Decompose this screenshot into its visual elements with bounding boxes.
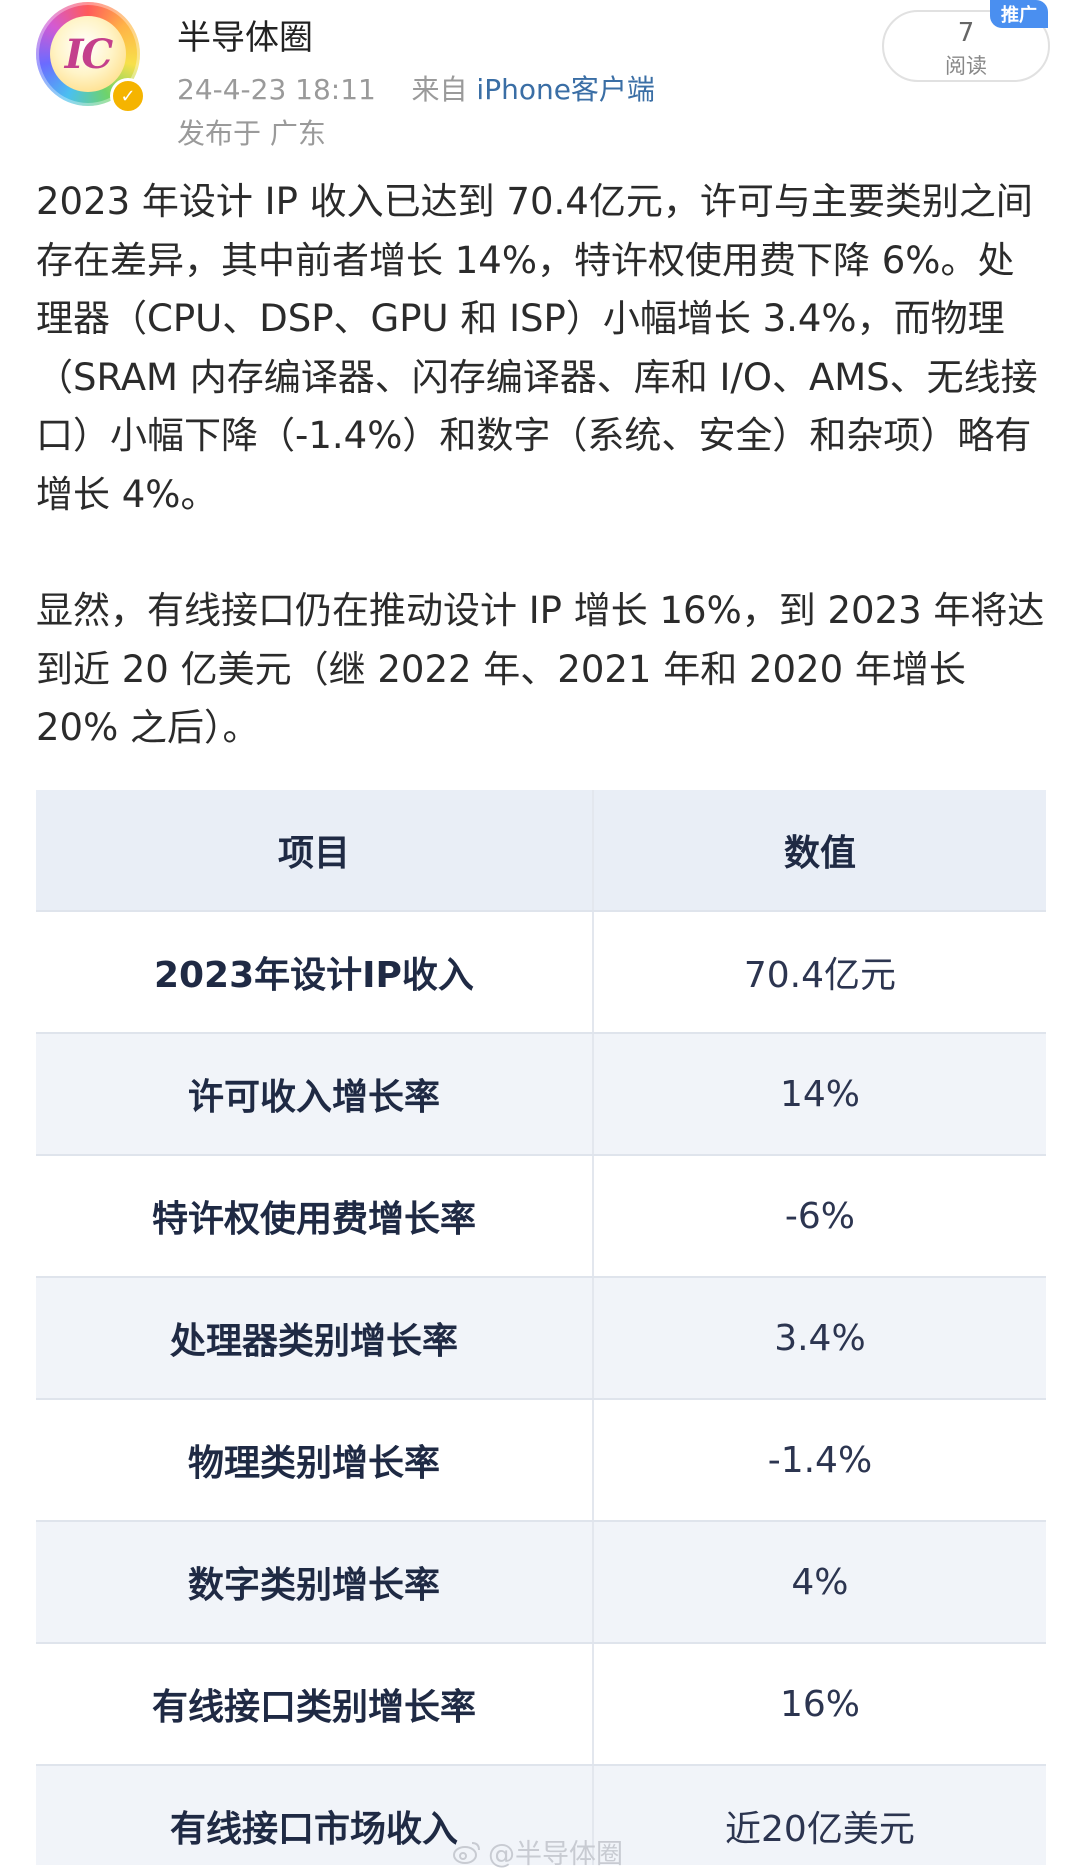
row-item: 2023年设计IP收入 [36,912,594,1032]
table-row: 有线接口类别增长率 16% [36,1644,1046,1766]
author-name[interactable]: 半导体圈 [177,18,313,58]
table-row: 特许权使用费增长率 -6% [36,1156,1046,1278]
row-value: 16% [779,1683,860,1725]
table-row: 2023年设计IP收入 70.4亿元 [36,912,1046,1034]
row-item: 数字类别增长率 [36,1522,594,1642]
table-row: 数字类别增长率 4% [36,1522,1046,1644]
verified-badge-icon: ✓ [110,78,146,114]
client-link[interactable]: iPhone客户端 [476,73,655,106]
weibo-icon [453,1841,480,1864]
row-item: 有线接口类别增长率 [36,1644,594,1764]
watermark-text: @半导体圈 [488,1839,623,1870]
promo-badge[interactable]: 推广 [990,0,1048,28]
row-value: -1.4% [767,1439,873,1481]
row-value: 近20亿美元 [725,1809,915,1850]
post-location: 发布于 广东 [177,117,326,150]
post-date: 24-4-23 18:11 [177,73,376,106]
post-meta: 24-4-23 18:11 来自 iPhone客户端 [177,68,655,108]
source-prefix: 来自 [411,73,468,106]
header-item: 项目 [36,790,594,910]
table-row: 许可收入增长率 14% [36,1034,1046,1156]
table-row: 物理类别增长率 -1.4% [36,1400,1046,1522]
read-label: 阅读 [945,54,987,78]
table-row: 处理器类别增长率 3.4% [36,1278,1046,1400]
row-item: 有线接口市场收入 [36,1766,594,1865]
author-avatar[interactable]: IC [36,2,140,106]
header-value: 数值 [783,833,856,874]
post-paragraph-2: 显然，有线接口仍在推动设计 IP 增长 16%，到 2023 年将达到近 20 … [36,589,1045,749]
post-paragraph-1: 2023 年设计 IP 收入已达到 70.4亿元，许可与主要类别之间存在差异，其… [36,180,1038,516]
row-item: 许可收入增长率 [36,1034,594,1154]
table-header-row: 项目 数值 [36,790,1046,912]
post-header: IC ✓ 半导体圈 24-4-23 18:11 来自 iPhone客户端 发布于… [0,0,1080,160]
row-item: 特许权使用费增长率 [36,1156,594,1276]
watermark: @半导体圈 [452,1832,623,1871]
row-value: 70.4亿元 [743,955,897,996]
data-table: 项目 数值 2023年设计IP收入 70.4亿元 许可收入增长率 14% 特许权… [36,790,1046,1865]
row-value: 14% [779,1073,860,1115]
row-value: -6% [784,1195,855,1237]
table-row: 有线接口市场收入 近20亿美元 [36,1766,1046,1865]
row-item: 处理器类别增长率 [36,1278,594,1398]
read-count: 7 [957,18,975,48]
row-item: 物理类别增长率 [36,1400,594,1520]
row-value: 3.4% [774,1317,866,1359]
ic-logo-icon: IC [50,16,126,92]
avatar-logo-mark: IC [64,30,114,78]
row-value: 4% [791,1561,849,1603]
